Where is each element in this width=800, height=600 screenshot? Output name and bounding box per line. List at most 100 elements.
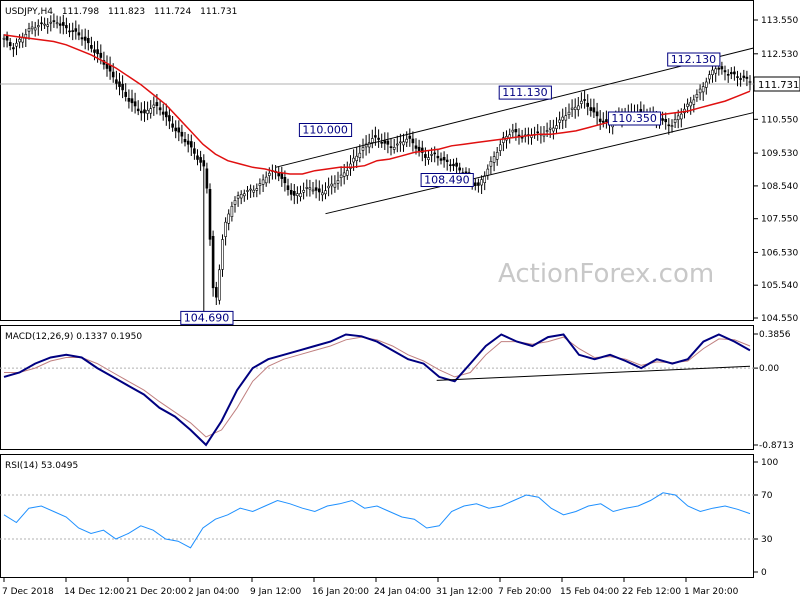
candles [2,13,752,314]
candle-body [52,20,56,22]
candle-body [679,113,683,120]
candle-body [280,173,284,179]
candle-body [355,155,359,161]
candle-body [667,124,671,127]
candle-body [389,146,393,149]
time-tick-label: 31 Jan 12:00 [436,587,493,597]
candle-body [455,162,458,167]
candle-body [15,42,18,47]
candle-body [296,193,299,196]
macd-panel-frame [0,325,754,450]
candle-body [717,67,721,70]
candle-body [292,191,296,196]
candle-body [261,179,265,185]
candle-body [58,23,62,26]
candle-body [555,125,558,129]
candle-body [96,49,99,55]
candle-body [583,99,586,101]
candle-body [586,102,590,107]
candle-body [202,160,206,167]
candle-body [2,37,6,40]
candle-body [411,138,415,144]
candle-body [115,79,118,84]
price-tick-label: 109.530 [761,149,798,159]
candle-body [171,123,174,128]
rsi-axis: 100 70 30 0 [754,458,778,578]
price-callout-box [498,85,552,100]
candle-body [695,94,699,98]
candle-body [90,44,93,49]
candle-body [230,206,234,218]
candle-body [592,107,596,113]
price-axis: 113.550112.530111.540110.550109.530108.5… [754,16,798,324]
price-panel: ActionForex.com 104.690 110.000 108.490 111… [0,7,800,325]
candle-body [130,98,134,104]
candle-body [711,69,714,75]
candle-body [708,74,711,80]
candle-body [99,52,103,58]
candle-body [452,163,455,167]
candle-body [395,143,399,146]
candle-body [358,152,362,158]
close-value: 111.731 [200,7,237,17]
candle-body [548,127,552,130]
open-value: 111.798 [62,7,99,17]
candle-body [673,119,677,123]
candle-body [570,107,574,110]
candle-body [267,172,271,176]
candle-body [514,129,518,133]
candle-body [74,28,78,32]
candle-body [399,141,402,144]
candle-body [420,147,424,153]
candle-body [386,140,390,145]
candle-body [87,37,90,44]
candle-body [43,23,46,26]
current-price-tag: 111.731 [753,76,800,92]
candle-body [93,49,96,53]
candle-body [21,37,25,43]
candle-body [745,76,749,79]
candle-body [283,177,287,184]
candle-body [140,110,143,114]
candle-body [155,102,159,107]
candle-body [136,108,140,112]
price-callout-label: 111.130 [502,86,548,99]
price-callouts: 104.690 110.000 108.490 111.130 110.350 112.1… [180,52,721,325]
price-tick-label: 108.540 [761,182,798,192]
candle-body [742,75,746,78]
candle-body [36,25,40,28]
candle-body [436,155,440,159]
candle-body [664,119,668,123]
candle-body [670,125,674,127]
macd-trendline [436,365,751,381]
candle-body [246,190,249,192]
candle-body [589,107,593,111]
candle-body [118,81,121,87]
candle-body [414,145,418,149]
candle-body [121,83,124,91]
channel-lower-line [325,112,754,215]
candle-body [567,111,571,115]
candle-body [495,152,499,160]
rsi-tick-label: 30 [761,535,773,545]
candle-body [68,30,71,33]
candle-body [458,167,462,171]
candle-body [383,140,387,144]
rsi-title: RSI(14) 53.0495 [5,461,78,471]
candle-body [186,140,190,145]
candle-body [729,72,733,75]
candle-body [180,131,184,137]
candle-body [511,129,515,133]
price-callout-box [607,111,662,126]
candle-body [12,47,15,50]
candle-body [105,63,109,69]
price-tick-label: 113.550 [761,16,798,26]
candle-body [299,193,302,197]
candle-body [552,127,555,132]
macd-tick-label: -0.8713 [759,441,794,451]
candle-body [236,195,240,199]
candle-body [661,118,664,121]
candle-body [227,213,230,224]
candle-body [720,66,724,70]
